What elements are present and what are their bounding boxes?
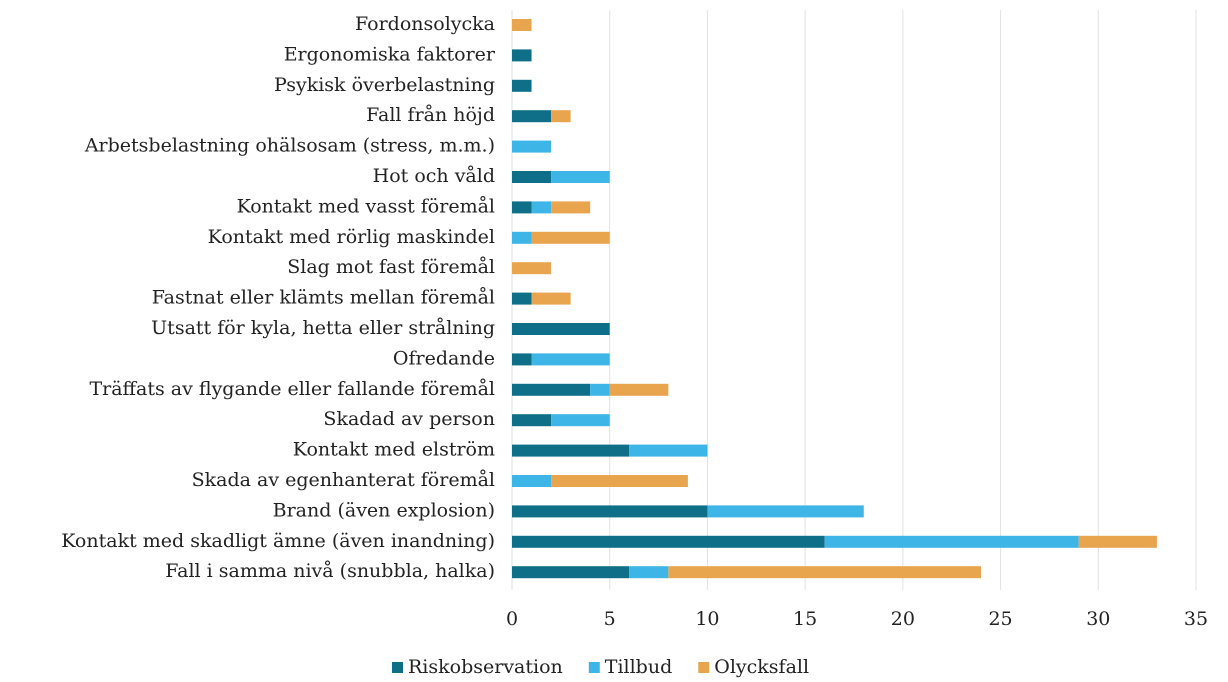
y-tick-label: Fall i samma nivå (snubbla, halka) bbox=[165, 560, 495, 582]
y-tick-label: Psykisk överbelastning bbox=[274, 74, 495, 96]
bar-segment bbox=[512, 505, 708, 518]
x-tick-label: 35 bbox=[1184, 608, 1208, 630]
y-tick-label: Arbetsbelastning ohälsosam (stress, m.m.… bbox=[84, 135, 495, 157]
legend-label: Tillbud bbox=[605, 656, 672, 678]
y-tick-label: Slag mot fast föremål bbox=[287, 256, 495, 278]
bar-segment bbox=[512, 262, 552, 275]
y-tick-label: Fastnat eller klämts mellan föremål bbox=[152, 287, 495, 309]
bar-segment bbox=[531, 231, 610, 244]
bar-segment bbox=[512, 383, 591, 396]
legend-swatch bbox=[588, 662, 600, 673]
bar-segment bbox=[512, 292, 532, 305]
bar-segment bbox=[551, 201, 591, 214]
bar-segment bbox=[512, 79, 532, 92]
bar-segment bbox=[512, 49, 532, 62]
bar-segment bbox=[512, 323, 610, 335]
x-tick-label: 5 bbox=[604, 608, 616, 630]
bar-segment bbox=[512, 140, 552, 153]
bar-segment bbox=[531, 353, 610, 366]
legend-label: Riskobservation bbox=[408, 656, 563, 678]
bar-segment bbox=[512, 535, 825, 548]
y-tick-label: Kontakt med vasst föremål bbox=[237, 195, 495, 217]
y-tick-label: Fall från höjd bbox=[366, 104, 495, 126]
y-tick-label: Kontakt med skadligt ämne (även inandnin… bbox=[61, 530, 495, 552]
bar-segment bbox=[551, 110, 571, 123]
legend-swatch bbox=[392, 662, 403, 673]
bar-segment bbox=[512, 475, 552, 487]
bar-segment bbox=[629, 566, 669, 579]
y-tick-label: Skadad av person bbox=[323, 408, 495, 430]
bar-segment bbox=[512, 201, 532, 214]
bar-segment bbox=[512, 444, 630, 457]
bar-segment bbox=[531, 292, 571, 305]
bar-segment bbox=[590, 383, 610, 396]
bar-segment bbox=[551, 171, 610, 183]
y-tick-label: Hot och våld bbox=[373, 165, 495, 187]
bar-segment bbox=[707, 505, 864, 518]
y-tick-label: Ofredande bbox=[393, 347, 495, 369]
bar-segment bbox=[531, 201, 552, 214]
bar-segment bbox=[512, 353, 532, 366]
y-tick-label: Kontakt med rörlig maskindel bbox=[208, 226, 495, 248]
bar-segment bbox=[551, 475, 688, 487]
bar-segment bbox=[512, 19, 532, 31]
bar-segment bbox=[512, 110, 552, 123]
y-tick-label: Brand (även explosion) bbox=[273, 499, 495, 521]
x-tick-label: 30 bbox=[1086, 608, 1110, 630]
x-tick-label: 20 bbox=[891, 608, 915, 630]
y-tick-label: Utsatt för kyla, hetta eller strålning bbox=[151, 317, 495, 339]
y-tick-label: Kontakt med elström bbox=[293, 439, 495, 461]
legend-swatch bbox=[698, 662, 710, 673]
bar-segment bbox=[512, 231, 532, 244]
x-tick-label: 0 bbox=[506, 608, 518, 630]
bar-segment bbox=[668, 566, 982, 579]
bar-segment bbox=[551, 414, 610, 427]
y-tick-label: Fordonsolycka bbox=[355, 13, 495, 35]
y-tick-label: Skada av egenhanterat föremål bbox=[192, 469, 495, 491]
x-tick-label: 15 bbox=[793, 608, 817, 630]
y-tick-label: Ergonomiska faktorer bbox=[284, 43, 496, 65]
bar-segment bbox=[512, 414, 552, 427]
x-tick-label: 10 bbox=[695, 608, 719, 630]
bar-segment bbox=[512, 566, 630, 579]
y-tick-label: Träffats av flygande eller fallande före… bbox=[89, 378, 495, 400]
x-tick-label: 25 bbox=[988, 608, 1012, 630]
bar-segment bbox=[1078, 535, 1157, 548]
bar-segment bbox=[629, 444, 708, 457]
bar-segment bbox=[512, 171, 552, 183]
bar-segment bbox=[824, 535, 1079, 548]
legend-label: Olycksfall bbox=[714, 656, 809, 678]
bar-segment bbox=[609, 383, 669, 396]
